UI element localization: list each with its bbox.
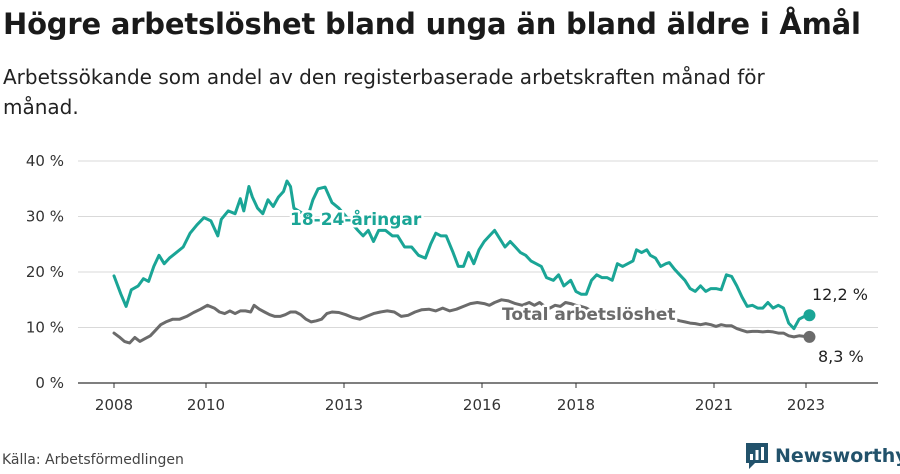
- chart-title: Högre arbetslöshet bland unga än bland ä…: [3, 7, 861, 41]
- y-axis: 0 % 10 % 20 % 30 % 40 %: [26, 152, 64, 392]
- y-tick-label: 0 %: [35, 374, 64, 392]
- y-tick-label: 20 %: [26, 263, 64, 281]
- x-tick-label: 2013: [325, 396, 363, 414]
- y-tick-label: 10 %: [26, 319, 64, 337]
- x-tick-label: 2018: [557, 396, 595, 414]
- brand-name: Newsworthy: [775, 445, 900, 467]
- gridlines: [78, 160, 878, 384]
- x-tick-label: 2008: [95, 396, 133, 414]
- x-tick-label: 2016: [463, 396, 501, 414]
- series-label-total: Total arbetslöshet: [502, 305, 676, 325]
- brand-logo[interactable]: Newsworthy: [744, 440, 900, 472]
- newsworthy-logo-icon: [746, 443, 768, 469]
- annotation-layer: 18-24-åringar Total arbetslöshet 12,2 % 8,3…: [288, 206, 868, 367]
- x-axis: 2008 2010 2013 2016 2018 2021 2023: [95, 383, 825, 414]
- source-note: Källa: Arbetsförmedlingen: [2, 452, 184, 468]
- series-label-youth: 18-24-åringar: [290, 208, 422, 230]
- chart-subtitle: Arbetssökande som andel av den registerb…: [3, 65, 765, 119]
- series-layer: [112, 179, 816, 345]
- x-tick-label: 2021: [695, 396, 733, 414]
- y-tick-label: 30 %: [26, 208, 64, 226]
- end-value-total: 8,3 %: [818, 347, 864, 366]
- x-tick-label: 2023: [787, 396, 825, 414]
- end-value-youth: 12,2 %: [812, 285, 868, 304]
- series-line-total: [112, 298, 811, 345]
- x-tick-label: 2010: [187, 396, 225, 414]
- y-tick-label: 40 %: [26, 152, 64, 170]
- end-point-marker: [803, 309, 816, 322]
- end-point-marker: [803, 330, 816, 343]
- series-line-youth: [112, 179, 811, 331]
